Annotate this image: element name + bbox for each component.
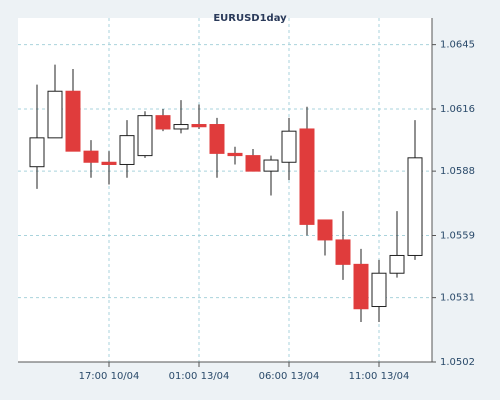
candle-body: [83, 150, 99, 163]
candle-body: [227, 152, 243, 157]
candle-body: [29, 137, 45, 168]
candle-body: [101, 161, 117, 165]
y-tick-label: 1.0645: [440, 40, 475, 51]
candle-body: [245, 155, 261, 172]
chart-title: EURUSD1day: [213, 13, 287, 24]
y-tick-label: 1.0502: [440, 357, 475, 368]
candle-body: [299, 128, 315, 225]
y-tick-label: 1.0588: [440, 166, 475, 177]
candle-body: [371, 272, 387, 308]
candle-body: [119, 135, 135, 165]
y-tick-label: 1.0616: [440, 104, 475, 115]
y-tick-label: 1.0559: [440, 230, 475, 241]
candle-body: [155, 115, 171, 130]
candle-body: [191, 124, 207, 128]
x-tick-label: 01:00 13/04: [169, 371, 230, 382]
y-tick-label: 1.0531: [440, 293, 475, 304]
candle-body: [407, 157, 423, 256]
candle-body: [335, 239, 351, 265]
x-tick-label: 17:00 10/04: [79, 371, 140, 382]
x-tick-label: 06:00 13/04: [259, 371, 320, 382]
candle-body: [281, 130, 297, 163]
candle-body: [209, 124, 225, 154]
candle-body: [47, 90, 63, 139]
candle-body: [173, 124, 189, 130]
candle-body: [137, 115, 153, 157]
candle-body: [353, 263, 369, 310]
candle-body: [263, 159, 279, 172]
candle-body: [389, 254, 405, 274]
candle-body: [317, 219, 333, 241]
plot-area: [18, 18, 432, 362]
candle-body: [65, 90, 81, 152]
x-tick-label: 11:00 13/04: [349, 371, 410, 382]
